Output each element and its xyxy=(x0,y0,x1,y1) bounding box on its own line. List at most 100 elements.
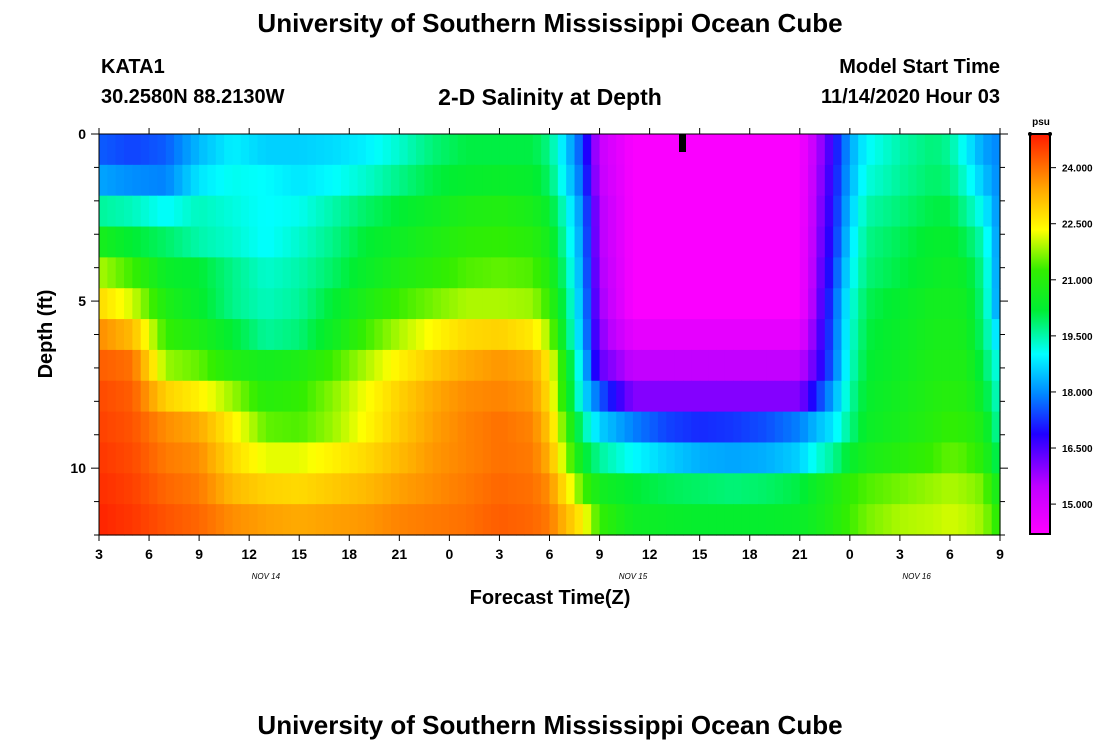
heatmap-cell xyxy=(641,442,651,474)
heatmap-cell xyxy=(632,504,642,536)
heatmap-cell xyxy=(240,195,250,228)
heatmap-cell xyxy=(115,411,125,444)
heatmap-cell xyxy=(157,473,167,505)
heatmap-cell xyxy=(232,504,242,536)
heatmap-cell xyxy=(365,442,375,474)
heatmap-cell xyxy=(924,473,934,505)
heatmap-cell xyxy=(607,504,617,536)
heatmap-cell xyxy=(132,134,142,166)
heatmap-cell xyxy=(107,349,117,382)
heatmap-cell xyxy=(591,195,601,228)
heatmap-cell xyxy=(357,349,367,382)
heatmap-cell xyxy=(983,257,993,289)
heatmap-cell xyxy=(532,504,542,536)
heatmap-cell xyxy=(908,134,918,166)
heatmap-cell xyxy=(557,380,567,413)
colorbar-dot xyxy=(1028,132,1032,136)
heatmap-cell xyxy=(891,319,901,351)
heatmap-cell xyxy=(199,319,209,351)
heatmap-cell xyxy=(808,288,818,320)
heatmap-cell xyxy=(416,319,425,351)
heatmap-cell xyxy=(891,195,901,228)
heatmap-cell xyxy=(574,349,584,382)
heatmap-cell xyxy=(182,288,192,320)
heatmap-cell xyxy=(574,319,584,351)
heatmap-cell xyxy=(908,349,918,382)
heatmap-cell xyxy=(624,257,634,289)
heatmap-cell xyxy=(315,288,325,320)
heatmap-cell xyxy=(858,319,868,351)
heatmap-cell xyxy=(924,195,934,228)
heatmap-cell xyxy=(165,257,175,289)
heatmap-cell xyxy=(699,442,709,474)
heatmap-cell xyxy=(424,504,434,536)
heatmap-cell xyxy=(140,195,150,228)
heatmap-cell xyxy=(232,411,242,444)
heatmap-cell xyxy=(791,195,801,228)
heatmap-cell xyxy=(833,134,843,166)
heatmap-cell xyxy=(858,504,868,536)
heatmap-cell xyxy=(682,411,692,444)
date-label: NOV 16 xyxy=(902,572,931,581)
heatmap-cell xyxy=(858,442,868,474)
heatmap-cell xyxy=(115,288,125,320)
heatmap-cell xyxy=(799,134,809,166)
heatmap-cell xyxy=(741,349,751,382)
heatmap-cell xyxy=(549,134,559,166)
heatmap-cell xyxy=(933,380,943,413)
heatmap-cell xyxy=(566,504,576,536)
heatmap-cell xyxy=(482,504,492,536)
heatmap-cell xyxy=(240,349,250,382)
heatmap-cell xyxy=(516,195,526,228)
heatmap-cell xyxy=(424,380,434,413)
heatmap-cell xyxy=(132,164,142,197)
heatmap-cell xyxy=(324,504,334,536)
heatmap-cell xyxy=(741,257,751,289)
heatmap-cell xyxy=(132,226,142,258)
heatmap-cell xyxy=(299,288,309,320)
heatmap-cell xyxy=(390,195,400,228)
heatmap-cell xyxy=(107,195,117,228)
heatmap-cell xyxy=(599,504,609,536)
heatmap-cell xyxy=(365,134,375,166)
heatmap-cell xyxy=(224,257,234,289)
heatmap-cell xyxy=(482,164,492,197)
heatmap-cell xyxy=(616,195,626,228)
heatmap-cell xyxy=(182,411,192,444)
heatmap-cell xyxy=(499,319,509,351)
heatmap-cell xyxy=(240,226,250,258)
heatmap-cell xyxy=(841,411,851,444)
heatmap-cell xyxy=(991,411,1001,444)
heatmap-cell xyxy=(149,411,158,444)
heatmap-cell xyxy=(632,134,642,166)
heatmap-cell xyxy=(783,473,793,505)
heatmap-cell xyxy=(349,349,359,382)
heatmap-cell xyxy=(649,473,659,505)
heatmap-cell xyxy=(399,226,409,258)
heatmap-cell xyxy=(908,504,918,536)
heatmap-cell xyxy=(933,319,943,351)
heatmap-cell xyxy=(524,411,534,444)
heatmap-cell xyxy=(449,257,459,289)
heatmap-cell xyxy=(966,380,976,413)
heatmap-cell xyxy=(524,195,534,228)
heatmap-cell xyxy=(215,349,225,382)
heatmap-cell xyxy=(132,380,142,413)
heatmap-cell xyxy=(190,164,200,197)
x-tick-label: 12 xyxy=(241,546,257,562)
heatmap-cell xyxy=(758,134,767,166)
heatmap-cell xyxy=(140,380,150,413)
heatmap-cell xyxy=(265,164,275,197)
heatmap-cell xyxy=(332,380,342,413)
heatmap-cells xyxy=(99,134,1001,536)
heatmap-cell xyxy=(783,319,793,351)
heatmap-cell xyxy=(924,257,934,289)
heatmap-cell xyxy=(783,134,793,166)
heatmap-cell xyxy=(908,473,918,505)
heatmap-cell xyxy=(165,504,175,536)
heatmap-cell xyxy=(799,288,809,320)
heatmap-cell xyxy=(107,257,117,289)
heatmap-cell xyxy=(249,380,259,413)
heatmap-cell xyxy=(99,349,108,382)
heatmap-cell xyxy=(240,134,250,166)
